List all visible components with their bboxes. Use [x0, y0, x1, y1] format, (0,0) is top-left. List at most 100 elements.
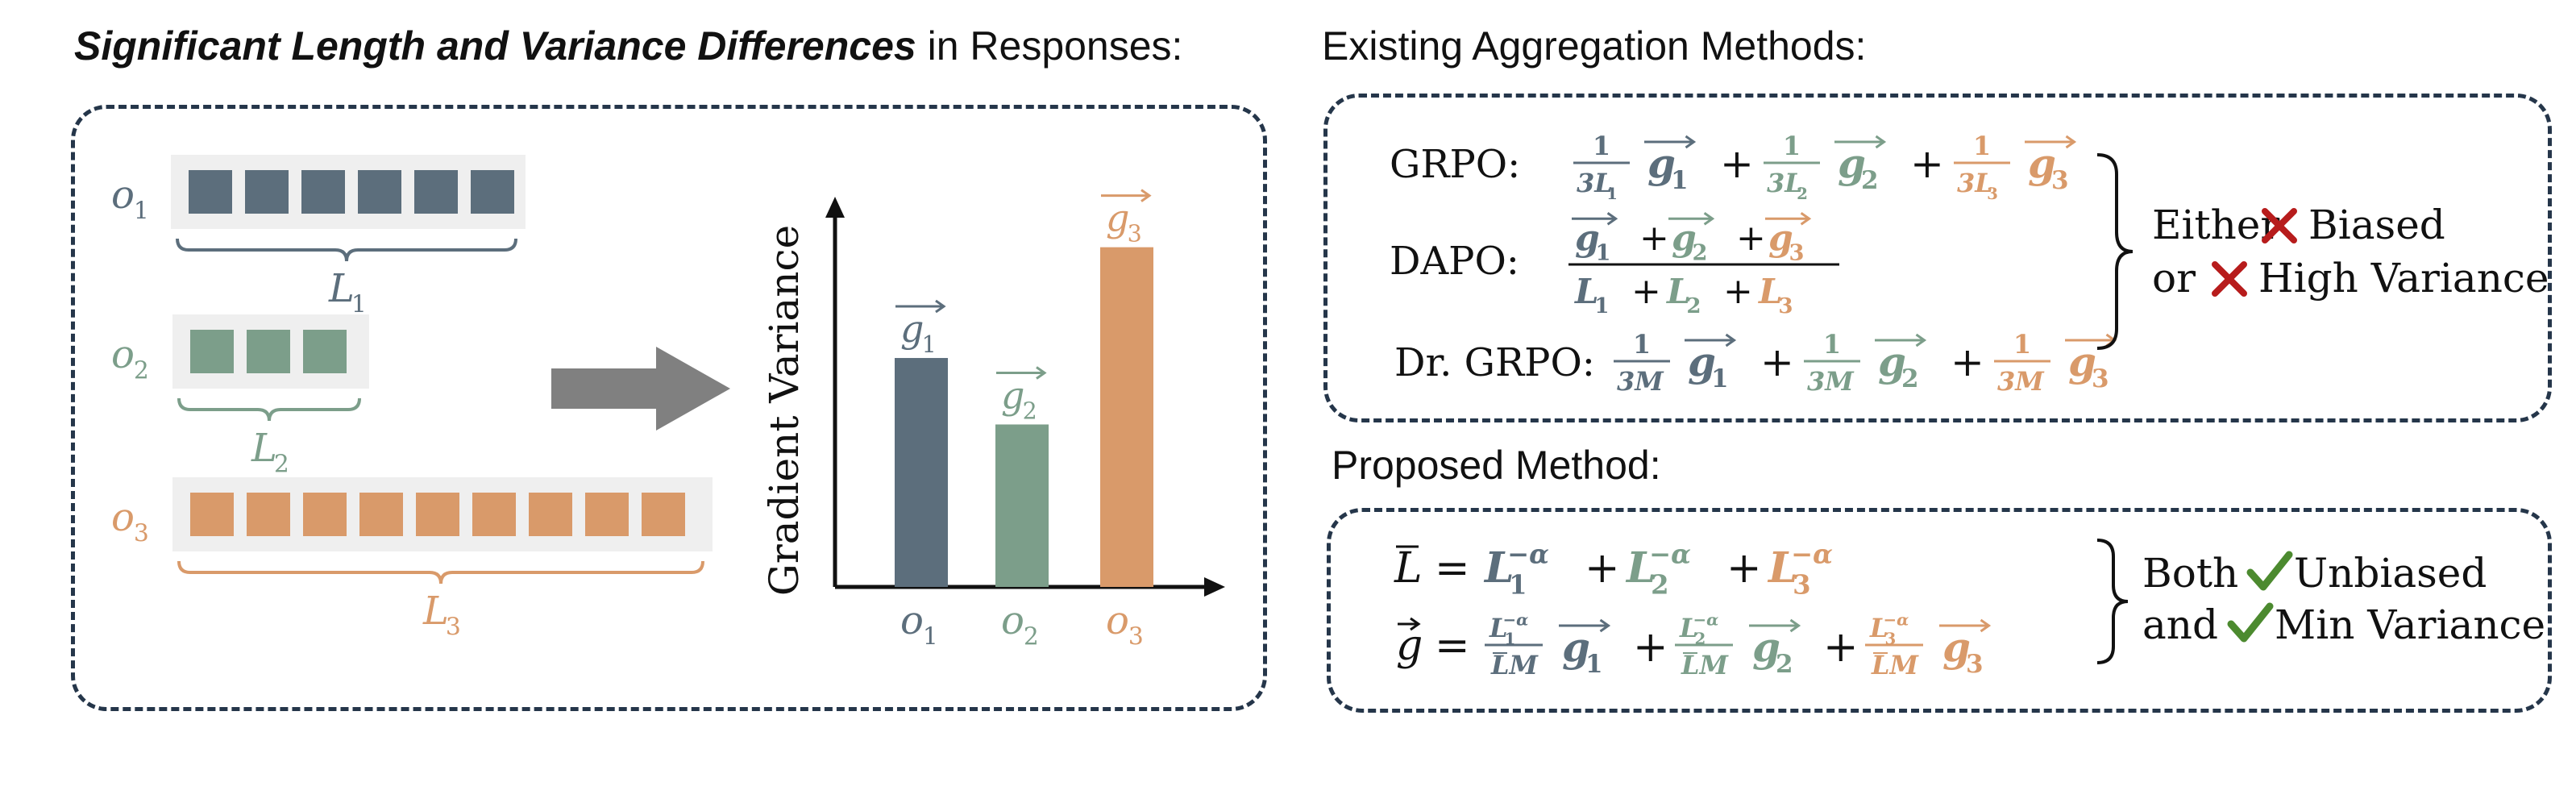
gradient-symbol-sub: 3 — [1789, 239, 1805, 265]
gradient-symbol: g3 — [2068, 338, 2109, 393]
verdict-min-variance: Min Variance — [2275, 601, 2545, 648]
gradient-symbol: g2 — [1672, 218, 1708, 265]
length-symbol-base: L — [1758, 272, 1783, 311]
bar-label-g3-base: g — [1106, 197, 1129, 240]
vector-arrow-icon — [1875, 333, 1927, 347]
sequence-label-o3-sub: 3 — [134, 519, 149, 547]
coef-denominator: 3L3 — [1957, 168, 1998, 203]
gradient-symbol-sub: 2 — [1861, 166, 1879, 195]
check-icon — [2227, 602, 2274, 643]
token-block — [189, 170, 232, 214]
verdict-both: Both — [2142, 550, 2238, 597]
equals-sign: = — [1435, 544, 1470, 593]
length-symbol: L2 — [1666, 272, 1701, 318]
length-symbol-base: L — [1574, 272, 1599, 311]
y-axis-arrow-icon — [825, 197, 845, 218]
bar-label-g3: g3 — [1106, 197, 1142, 248]
gradient-symbol-base: g — [1878, 338, 1906, 385]
length-power: L3−α — [1767, 539, 1833, 601]
gradient-symbol: g2 — [1752, 623, 1793, 679]
length-power-base: L — [1483, 543, 1514, 593]
coef-numerator-base: L — [1869, 613, 1888, 643]
length-power-sup: −α — [1791, 539, 1833, 570]
bar-o2 — [995, 424, 1049, 587]
gradient-symbol: g2 — [1878, 338, 1919, 393]
vector-arrow-icon — [1685, 333, 1737, 347]
plus-sign: + — [1633, 623, 1668, 672]
coef-numerator: 1 — [1823, 329, 1841, 360]
gradient-symbol: g3 — [2028, 139, 2069, 195]
gradient-symbol-sub: 2 — [1693, 239, 1708, 265]
coef-numerator-sup: −α — [1693, 610, 1719, 630]
length-label-L2-base: L — [251, 426, 277, 471]
right-brace — [2096, 539, 2129, 664]
sequence-label-o2-base: o — [111, 332, 135, 377]
method-name-2: DAPO: — [1390, 239, 1519, 284]
gradient-symbol-sub: 1 — [1585, 650, 1603, 679]
length-symbol-base: L — [1666, 272, 1691, 311]
right-brace — [2096, 153, 2134, 350]
left-heading: Significant Length and Variance Differen… — [74, 23, 1182, 69]
gradient-symbol-base: g — [2028, 139, 2056, 187]
gradient-symbol-base: g — [1688, 338, 1716, 385]
check-icon — [2246, 551, 2293, 591]
gradient-symbol-sub: 2 — [1901, 364, 1919, 393]
coef-denominator-base: 3M — [1997, 366, 2045, 397]
right-arrow-icon — [551, 347, 730, 431]
vector-arrow-icon — [1398, 617, 1421, 631]
vector-arrow-icon — [1572, 212, 1618, 226]
existing-methods-panel — [1323, 94, 2552, 422]
bar-label-g1-base: g — [900, 307, 924, 351]
length-symbol-sub: 2 — [1686, 294, 1701, 318]
gradient-symbol-base: g — [1647, 139, 1676, 187]
category-label-o1-base: o — [900, 598, 924, 643]
gradient-symbol-sub: 3 — [2051, 166, 2069, 195]
gradient-symbol-base: g — [1752, 623, 1780, 671]
coef-numerator: L3−α — [1869, 610, 1909, 648]
coef-denominator-base: 3L — [1957, 168, 1993, 198]
aggregated-gradient-symbol: g — [1396, 622, 1423, 670]
token-block — [358, 170, 401, 214]
coef-denominator: LM — [1871, 650, 1920, 680]
length-symbol-sub: 3 — [1778, 294, 1793, 318]
coef-denominator-sub: 3 — [1987, 184, 1998, 203]
length-power: L2−α — [1625, 539, 1691, 601]
verdict-unbiased: Unbiased — [2294, 550, 2487, 597]
sequence-label-o3: o3 — [111, 495, 149, 547]
coef-numerator-base: L — [1489, 613, 1508, 643]
token-block — [416, 493, 459, 536]
sequence-label-o1-base: o — [111, 173, 135, 218]
coef-denominator-sub: 2 — [1797, 184, 1808, 203]
length-power-sub: 1 — [1509, 570, 1527, 601]
plus-sign: + — [1726, 544, 1762, 593]
bar-o3 — [1100, 247, 1153, 587]
coef-numerator: 1 — [1633, 329, 1651, 360]
token-block — [414, 170, 458, 214]
length-symbol-sub: 1 — [1594, 294, 1609, 318]
category-label-o1: o1 — [900, 598, 938, 651]
left-heading-bold: Significant Length and Variance Differen… — [74, 23, 916, 69]
bar-label-g2-sub: 2 — [1023, 397, 1037, 424]
plus-sign: + — [1585, 544, 1620, 593]
coef-denominator: 3M — [1807, 366, 1855, 397]
plus-sign: + — [1723, 271, 1753, 312]
coef-numerator-sub: 2 — [1695, 629, 1706, 648]
gradient-symbol: g1 — [1562, 623, 1603, 679]
gradient-symbol-base: g — [1942, 623, 1971, 671]
gradient-symbol: g3 — [1768, 218, 1805, 265]
length-power-sub: 2 — [1651, 570, 1668, 601]
verdict-high-variance: High Variance — [2258, 255, 2549, 302]
verdict-either: Either — [2152, 202, 2279, 248]
bar-label-g1-sub: 1 — [922, 331, 937, 358]
sequence-label-o3-base: o — [111, 495, 135, 540]
cross-icon — [2262, 208, 2297, 243]
token-block — [247, 330, 290, 373]
mean-length-symbol: L — [1394, 544, 1423, 593]
gradient-symbol-base: g — [1672, 218, 1697, 259]
sequence-label-o1: o1 — [111, 173, 149, 225]
length-brace — [176, 238, 517, 262]
length-power-sub: 3 — [1793, 570, 1810, 601]
length-symbol: L1 — [1574, 272, 1609, 318]
coef-denominator-base: 3M — [1617, 366, 1664, 397]
